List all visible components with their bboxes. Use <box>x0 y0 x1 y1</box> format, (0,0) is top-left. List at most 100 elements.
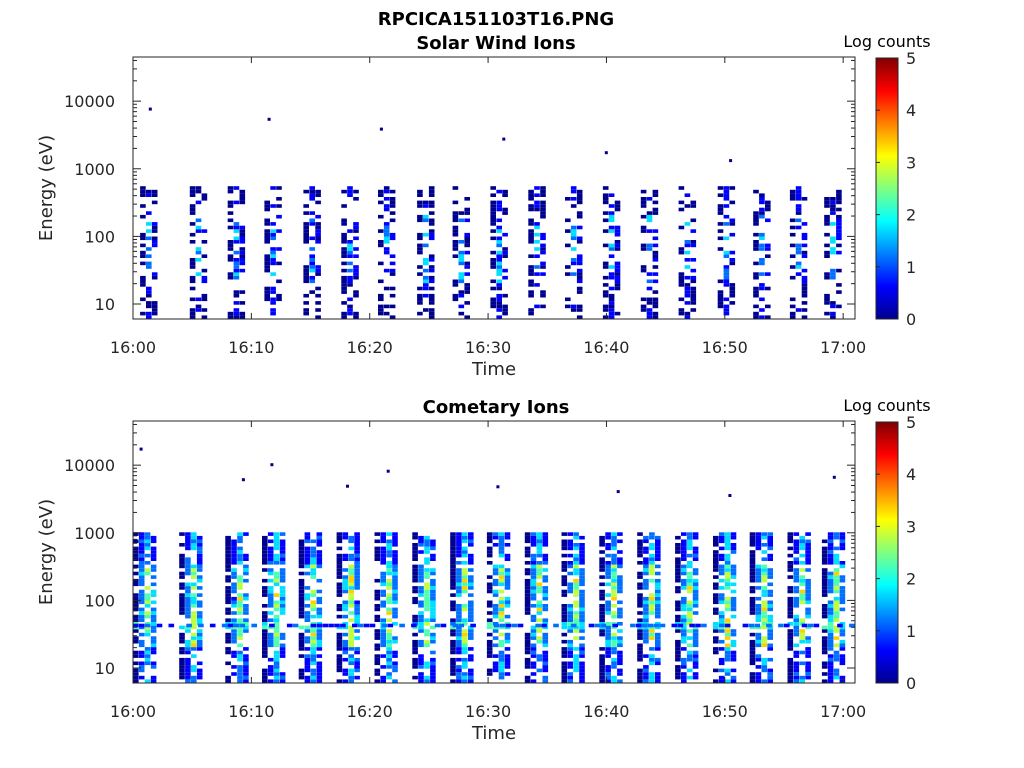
heatmap-cell <box>749 535 756 540</box>
heatmap-cell <box>462 578 468 583</box>
heatmap-cell <box>789 189 796 194</box>
heatmap-cell <box>793 532 800 536</box>
heatmap-cell <box>334 623 340 628</box>
heatmap-cell <box>605 672 611 676</box>
heatmap-cell <box>561 665 568 669</box>
heatmap-cell <box>452 240 459 244</box>
heatmap-cell <box>303 211 309 215</box>
heatmap-cell <box>196 661 203 666</box>
heatmap-cell <box>316 596 323 601</box>
heatmap-cell <box>675 650 681 655</box>
heatmap-cell <box>692 654 699 658</box>
heatmap-cell <box>450 578 456 583</box>
heatmap-cell <box>354 535 360 540</box>
heatmap-cell <box>576 268 583 273</box>
heatmap-cell <box>342 650 349 655</box>
heatmap-cell <box>348 611 354 615</box>
colorbar-tick-label: 2 <box>906 206 916 225</box>
heatmap-cell <box>765 243 771 248</box>
heatmap-cell <box>649 611 655 615</box>
heatmap-cell <box>133 629 139 633</box>
heatmap-cell <box>227 247 234 251</box>
heatmap-cell <box>347 279 353 284</box>
heatmap-cell <box>793 622 800 626</box>
heatmap-cell <box>614 311 621 316</box>
heatmap-cell <box>640 200 647 205</box>
heatmap-cell <box>573 657 579 662</box>
heatmap-cell <box>380 575 386 579</box>
heatmap-cell <box>759 308 765 312</box>
heatmap-cell <box>640 247 647 251</box>
heatmap-cell <box>608 301 615 305</box>
heatmap-cell <box>787 596 794 601</box>
heatmap-cell <box>617 679 623 683</box>
heatmap-cell <box>573 661 579 666</box>
heatmap-cell <box>692 535 699 540</box>
heatmap-cell <box>353 265 359 269</box>
heatmap-cell <box>692 604 699 608</box>
cometary-ticks: 16:00 16:10 16:20 16:30 16:40 16:50 17:0010100… <box>64 421 866 721</box>
heatmap-cell <box>608 304 615 309</box>
heatmap-cell <box>138 571 145 576</box>
heatmap-cell <box>179 557 185 561</box>
heatmap-cell <box>298 543 305 547</box>
heatmap-cell <box>270 186 276 190</box>
heatmap-cell <box>718 614 725 619</box>
colorbar-tick-label: 0 <box>906 674 916 693</box>
heatmap-cell <box>310 604 317 608</box>
heatmap-cell <box>146 222 152 226</box>
heatmap-cell <box>502 275 508 280</box>
heatmap-cell <box>354 657 360 662</box>
heatmap-cell <box>310 614 317 619</box>
heatmap-cell <box>617 557 623 561</box>
heatmap-cell <box>561 625 568 630</box>
heatmap-cell <box>468 568 474 572</box>
heatmap-cell <box>412 625 418 630</box>
heatmap-cell <box>354 582 360 587</box>
heatmap-cell <box>168 623 175 628</box>
heatmap-cell <box>417 232 423 237</box>
heatmap-cell <box>799 578 805 583</box>
heatmap-cell <box>717 204 724 208</box>
heatmap-cell <box>185 600 191 605</box>
heatmap-cell <box>643 604 649 608</box>
heatmap-cell <box>759 286 765 291</box>
heatmap-cell <box>279 596 286 601</box>
heatmap-cell <box>681 675 687 680</box>
heatmap-cell <box>573 571 579 576</box>
heatmap-cell <box>231 561 237 565</box>
heatmap-cell <box>468 532 474 536</box>
heatmap-cell <box>528 290 534 294</box>
heatmap-cell <box>755 568 762 572</box>
heatmap-cell <box>138 564 145 569</box>
heatmap-cell <box>608 254 615 258</box>
heatmap-cell <box>749 604 756 608</box>
heatmap-cell <box>239 268 246 273</box>
heatmap-cell <box>347 283 353 287</box>
heatmap-cell <box>348 589 354 594</box>
heatmap-cell <box>309 247 315 251</box>
heatmap-cell <box>690 200 697 205</box>
heatmap-cell <box>827 607 834 612</box>
heatmap-cell <box>599 647 605 651</box>
heatmap-cell <box>761 578 768 583</box>
heatmap-cell <box>273 561 280 565</box>
heatmap-cell <box>655 657 661 662</box>
heatmap-cell <box>540 250 546 255</box>
heatmap-cell <box>227 204 234 208</box>
heatmap-cell <box>614 232 621 237</box>
heatmap-cell <box>374 553 381 558</box>
heatmap-cell <box>649 596 655 601</box>
heatmap-cell <box>540 204 546 208</box>
heatmap-cell <box>316 679 323 683</box>
heatmap-cell <box>805 596 811 601</box>
heatmap-cell <box>309 189 315 194</box>
heatmap-cell <box>749 672 756 676</box>
heatmap-cell <box>602 261 609 266</box>
heatmap-cell <box>649 607 655 612</box>
heatmap-cell <box>789 225 796 230</box>
heatmap-cell <box>675 607 681 612</box>
heatmap-cell <box>765 207 771 212</box>
heatmap-cell <box>833 586 840 590</box>
heatmap-cell <box>799 675 805 680</box>
